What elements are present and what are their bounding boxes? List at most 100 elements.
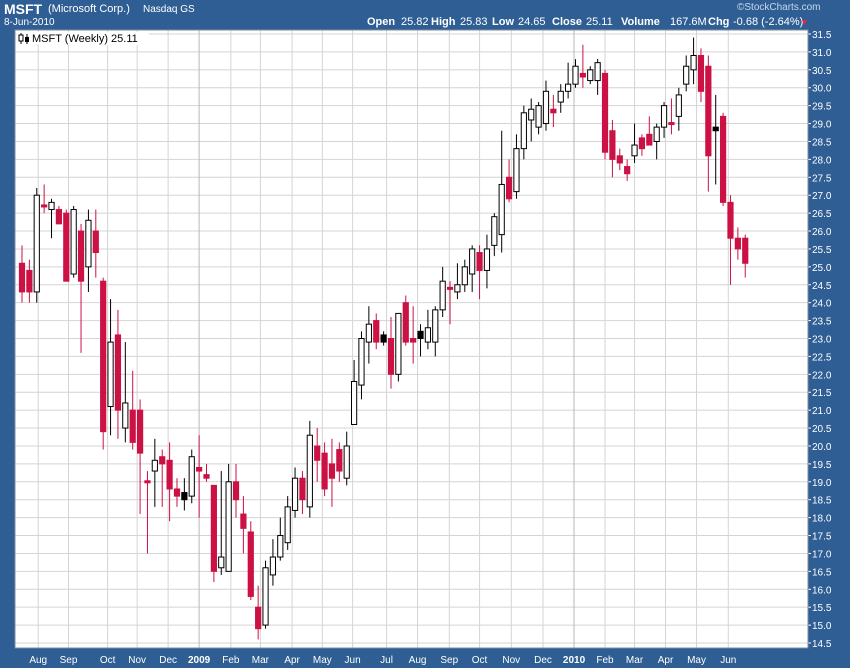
y-tick-label: 15.0 bbox=[812, 621, 832, 632]
candle bbox=[203, 463, 210, 482]
candle bbox=[631, 123, 638, 163]
x-tick-label: 2009 bbox=[188, 655, 211, 666]
candle-body bbox=[129, 409, 136, 443]
y-tick-label: 18.5 bbox=[812, 496, 832, 507]
candle-body bbox=[144, 480, 151, 484]
y-tick-label: 31.0 bbox=[812, 48, 832, 59]
candle bbox=[196, 435, 203, 518]
company-name: (Microsoft Corp.) bbox=[48, 3, 130, 15]
candle-body bbox=[232, 481, 240, 501]
candle-body bbox=[343, 445, 350, 479]
candle-body bbox=[505, 176, 513, 200]
candle bbox=[697, 48, 705, 103]
candle bbox=[343, 431, 350, 486]
candle bbox=[660, 102, 668, 138]
candle-body bbox=[365, 323, 372, 343]
candle bbox=[358, 331, 365, 400]
chg-label: Chg bbox=[708, 16, 730, 28]
candle-body bbox=[284, 506, 291, 544]
low-label: Low bbox=[492, 16, 514, 28]
candle bbox=[734, 227, 741, 260]
y-tick-label: 21.0 bbox=[812, 406, 832, 417]
candle-body bbox=[291, 477, 299, 511]
candle-body bbox=[675, 94, 682, 117]
y-tick-label: 26.5 bbox=[812, 209, 832, 220]
candle bbox=[720, 112, 727, 206]
candle-body bbox=[114, 334, 122, 411]
candle bbox=[232, 463, 240, 518]
candle-body bbox=[26, 269, 33, 293]
candle-body bbox=[446, 286, 454, 290]
candle-body bbox=[306, 434, 313, 508]
chart-header: MSFT (Microsoft Corp.) Nasdaq GS 8-Jun-2… bbox=[0, 0, 850, 30]
candle bbox=[351, 359, 358, 425]
candle bbox=[550, 94, 557, 128]
candle bbox=[668, 98, 675, 135]
y-axis-ticks: 14.5 15.0 15.5 16.0 16.5 17.0 17.5 18.0 18.5 19.0… bbox=[808, 30, 832, 650]
candle bbox=[247, 521, 254, 601]
candle-body bbox=[159, 456, 166, 465]
y-tick-label: 16.0 bbox=[812, 585, 832, 596]
candle bbox=[727, 195, 734, 285]
candle-body bbox=[77, 230, 85, 282]
y-tick-label: 15.5 bbox=[812, 603, 832, 614]
x-tick-label: Dec bbox=[159, 655, 177, 666]
y-tick-label: 29.5 bbox=[812, 102, 832, 113]
x-tick-label: Oct bbox=[100, 655, 116, 666]
close-value: 25.11 bbox=[586, 16, 613, 28]
candle-body bbox=[542, 90, 550, 125]
candle bbox=[432, 306, 439, 357]
symbol-title: MSFT bbox=[4, 1, 43, 17]
candle bbox=[491, 213, 498, 257]
candle bbox=[151, 438, 158, 507]
y-tick-label: 20.0 bbox=[812, 442, 832, 453]
candle-body bbox=[461, 266, 468, 286]
watermark: ©StockCharts.com bbox=[737, 2, 821, 13]
high-label: High bbox=[431, 16, 456, 28]
candle bbox=[144, 471, 151, 554]
candle bbox=[690, 37, 697, 85]
candle-body bbox=[247, 531, 254, 597]
x-axis-ticks: Aug Sep Oct Nov Dec 2009 Feb Mar Apr May Jun Jul Aug… bbox=[29, 655, 736, 666]
volume-value: 167.6M bbox=[670, 16, 707, 28]
candle bbox=[461, 259, 468, 292]
candle bbox=[92, 209, 99, 278]
candle bbox=[557, 84, 564, 113]
candle-body bbox=[70, 209, 77, 275]
candle bbox=[446, 281, 454, 325]
y-tick-label: 25.5 bbox=[812, 245, 832, 256]
candle bbox=[646, 116, 653, 146]
candlestick-icon bbox=[18, 33, 29, 44]
candle bbox=[469, 245, 476, 292]
candle-body bbox=[240, 513, 247, 529]
y-tick-label: 24.5 bbox=[812, 281, 832, 292]
candle bbox=[85, 209, 92, 292]
candle bbox=[653, 123, 660, 160]
x-tick-label: Nov bbox=[128, 655, 146, 666]
candle bbox=[107, 299, 114, 436]
chg-value: -0.68 (-2.64%) bbox=[733, 16, 804, 28]
candle-body bbox=[653, 126, 660, 142]
candle-body bbox=[550, 108, 557, 114]
candle bbox=[476, 245, 483, 300]
candle bbox=[77, 223, 85, 353]
y-tick-label: 22.0 bbox=[812, 370, 832, 381]
y-tick-label: 29.0 bbox=[812, 120, 832, 131]
x-tick-label: Oct bbox=[472, 655, 488, 666]
x-tick-label: Sep bbox=[440, 655, 458, 666]
candle bbox=[129, 370, 136, 450]
candle bbox=[262, 560, 269, 629]
plot-border bbox=[14, 29, 809, 649]
candle bbox=[159, 449, 166, 507]
y-tick-label: 30.5 bbox=[812, 66, 832, 77]
candle-body bbox=[727, 201, 734, 239]
candle bbox=[122, 342, 129, 443]
candle bbox=[218, 471, 225, 575]
y-tick-label: 23.0 bbox=[812, 335, 832, 346]
y-tick-label: 17.5 bbox=[812, 532, 832, 543]
candle-body bbox=[528, 108, 535, 121]
candle-body bbox=[336, 449, 343, 472]
candle-body bbox=[92, 230, 99, 254]
candle-body bbox=[166, 459, 173, 490]
candle bbox=[439, 266, 446, 318]
